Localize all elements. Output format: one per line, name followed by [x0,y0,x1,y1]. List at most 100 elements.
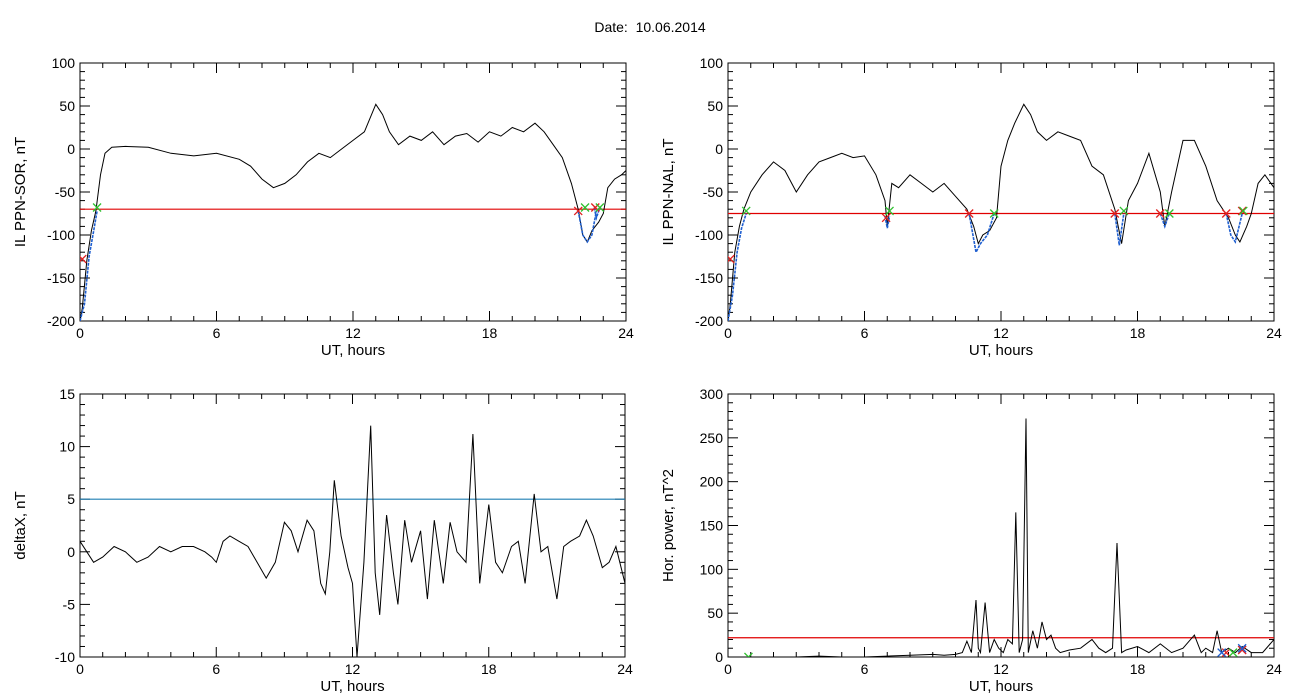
y-axis-title: deltaX, nT [12,491,29,559]
y-tick-label: -150 [695,270,723,286]
event-start-marker-stroke [1221,209,1231,218]
y-tick-label: 300 [700,386,724,402]
x-tick-label: 6 [213,325,221,341]
y-tick-label: 100 [700,55,724,71]
event-marker-blue-stroke [1217,648,1227,657]
event-segment [1114,213,1125,246]
event-end-marker [885,206,894,216]
event-start-marker-stroke [881,213,891,223]
x-tick-label: 0 [724,661,732,677]
x-tick-label: 6 [861,661,869,677]
y-tick-label: -10 [55,649,75,665]
event-start-marker [1155,209,1165,218]
event-start-marker [964,209,974,218]
y-tick-label: 100 [700,561,724,577]
x-tick-label: 18 [1130,661,1146,677]
event-end-marker [1228,648,1238,657]
series-line [80,425,625,657]
y-tick-label: -150 [47,270,75,286]
x-tick-label: 0 [76,661,84,677]
event-segment [80,210,98,321]
event-segment [577,210,598,244]
y-tick-label: 50 [707,98,723,114]
x-axis-title: UT, hours [969,678,1033,695]
event-end-marker-stroke [989,209,999,218]
event-start-marker [881,213,891,223]
y-tick-label: 50 [59,98,75,114]
y-tick-label: -50 [55,184,75,200]
event-end-marker [595,203,605,212]
x-tick-label: 0 [724,325,732,341]
event-start-marker-stroke [80,254,87,263]
event-start-marker-stroke [964,209,974,218]
event-end-marker-stroke [741,206,751,216]
x-tick-label: 6 [212,661,220,677]
x-tick-label: 12 [345,325,361,341]
y-tick-label: -200 [47,313,75,329]
x-tick-label: 12 [993,325,1009,341]
event-end-marker [744,652,753,657]
x-tick-label: 18 [481,661,497,677]
event-end-marker [92,203,102,212]
x-tick-label: 0 [76,325,84,341]
y-axis-title: IL PPN-NAL, nT [660,139,677,246]
event-start-marker-stroke [1110,209,1120,218]
event-end-marker-stroke [595,203,605,212]
y-tick-label: 200 [700,474,724,490]
y-tick-label: 50 [707,605,723,621]
plot-hor-power: 0 6 12 18 24 0 50 100 150 200 250 300 UT, hours Hor. … [660,386,1282,695]
x-tick-label: 24 [1266,661,1282,677]
plot-frame-deltax [79,393,626,658]
event-end-marker-stroke [1119,206,1129,216]
event-marker-blue [1237,643,1247,653]
event-start-marker-stroke [573,206,583,216]
x-axis-title: UT, hours [320,678,384,695]
event-start-marker [1221,209,1231,218]
y-tick-label: 0 [67,544,75,560]
event-end-marker [1238,206,1248,216]
x-tick-label: 18 [482,325,498,341]
event-start-marker [1237,645,1247,655]
x-tick-label: 6 [861,325,869,341]
data-layer-ppn-sor [80,103,626,321]
y-tick-label: 0 [715,649,723,665]
x-tick-label: 24 [617,661,633,677]
y-tick-label: 0 [715,141,723,157]
y-tick-label: -100 [695,227,723,243]
event-end-marker [741,206,751,216]
event-end-marker-stroke [580,203,590,212]
y-axis-title: IL PPN-SOR, nT [12,137,29,247]
x-axis-title: UT, hours [321,342,385,359]
plot-frame-ppn-nal [727,62,1275,322]
y-tick-label: 10 [59,439,75,455]
plot-ppn-sor: 0 6 12 18 24 -200 -150 -100 -50 0 50 100 UT, hours IL… [12,55,634,359]
event-start-marker [573,206,583,216]
data-layer-ppn-nal [728,103,1274,321]
date-label: Date: [594,19,628,35]
event-end-marker-stroke [747,652,753,657]
y-tick-label: 150 [700,518,724,534]
event-end-marker-stroke [92,203,102,212]
event-end-marker-stroke [1228,648,1238,657]
plot-frame-hor-power [727,393,1275,658]
data-layer-deltax [80,425,625,657]
event-end-marker [1164,209,1174,218]
event-start-marker [80,254,87,264]
x-tick-label: 12 [345,661,361,677]
event-start-marker [728,254,735,264]
date-header: Date: 10.06.2014 [0,19,1300,35]
event-end-marker [580,203,590,212]
y-tick-label: 15 [59,386,75,402]
y-tick-label: 100 [52,55,76,71]
x-tick-label: 24 [1266,325,1282,341]
data-layer-hor-power [728,418,1274,657]
date-value: 10.06.2014 [635,19,706,35]
y-tick-label: -5 [63,596,76,612]
event-end-marker [1119,206,1129,216]
y-tick-label: -200 [695,313,723,329]
event-end-marker [989,209,999,218]
event-segment [593,207,602,221]
x-tick-label: 18 [1130,325,1146,341]
